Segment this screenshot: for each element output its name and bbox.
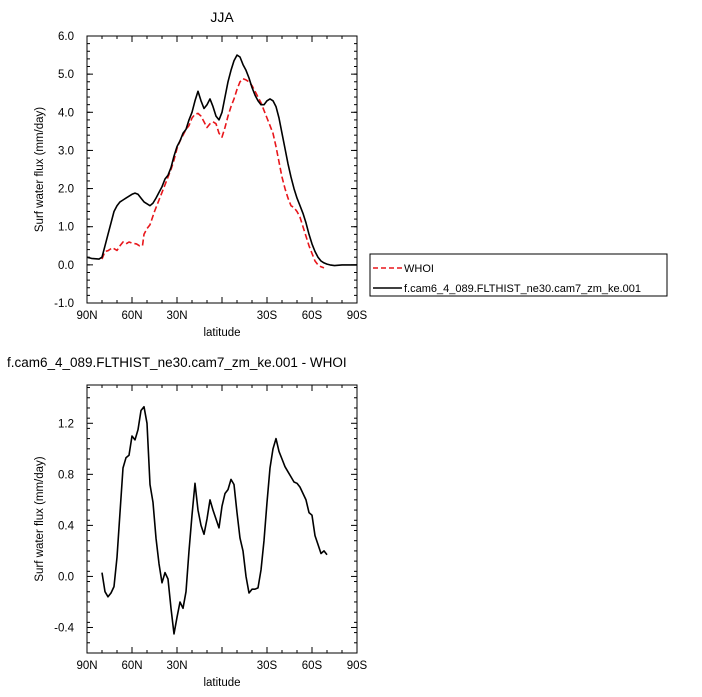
y-tick-label: 6.0 — [58, 31, 74, 43]
series-line-0 — [101, 77, 325, 269]
legend-label-0: WHOI — [404, 263, 434, 275]
chart-title: JJA — [210, 9, 234, 25]
x-tick-label: 60S — [302, 660, 323, 672]
x-axis-label: latitude — [203, 327, 240, 339]
x-tick-label: 30N — [166, 660, 187, 672]
legend: WHOI f.cam6_4_089.FLTHIST_ne30.cam7_zm_ke… — [369, 253, 668, 297]
y-axis-label: Surf water flux (mm/day) — [34, 456, 46, 581]
y-tick-label: 1.0 — [58, 222, 74, 234]
x-tick-label: 90S — [347, 660, 368, 672]
x-tick-label: 60N — [121, 660, 142, 672]
y-tick-label: -1.0 — [54, 298, 74, 310]
y-tick-label: 2.0 — [58, 184, 74, 196]
plot-frame — [86, 384, 358, 654]
y-tick-label: -0.4 — [54, 622, 74, 634]
series-line-1 — [86, 54, 357, 267]
chart-title: f.cam6_4_089.FLTHIST_ne30.cam7_zm_ke.001… — [7, 355, 347, 370]
y-tick-label: 1.2 — [58, 418, 74, 430]
x-tick-label: 30S — [257, 660, 278, 672]
x-tick-label: 30N — [166, 310, 187, 322]
y-tick-label: 0.4 — [58, 520, 75, 532]
x-tick-label: 30S — [257, 310, 278, 322]
x-axis-label: latitude — [203, 677, 240, 689]
legend-box — [369, 253, 668, 297]
x-tick-label: 90N — [76, 660, 97, 672]
bottom-panel-chart: f.cam6_4_089.FLTHIST_ne30.cam7_zm_ke.001… — [7, 355, 368, 689]
top-panel-chart: JJA 90N 60N 30N 30S 60S 90S -1.0 0.0 1.0 2.0 3.0 4.0… — [34, 9, 368, 339]
series-line-0 — [101, 405, 328, 635]
x-tick-label: 60S — [302, 310, 323, 322]
y-tick-label: 4.0 — [58, 107, 74, 119]
y-axis-label: Surf water flux (mm/day) — [34, 107, 46, 232]
legend-label-1: f.cam6_4_089.FLTHIST_ne30.cam7_zm_ke.001 — [404, 283, 641, 295]
y-tick-label: 0.0 — [58, 571, 74, 583]
x-tick-label: 60N — [121, 310, 142, 322]
x-tick-label: 90N — [76, 310, 97, 322]
y-tick-label: 3.0 — [58, 145, 74, 157]
y-tick-label: 0.0 — [58, 260, 74, 272]
y-tick-label: 0.8 — [58, 469, 74, 481]
x-tick-label: 90S — [347, 310, 368, 322]
y-tick-label: 5.0 — [58, 69, 74, 81]
